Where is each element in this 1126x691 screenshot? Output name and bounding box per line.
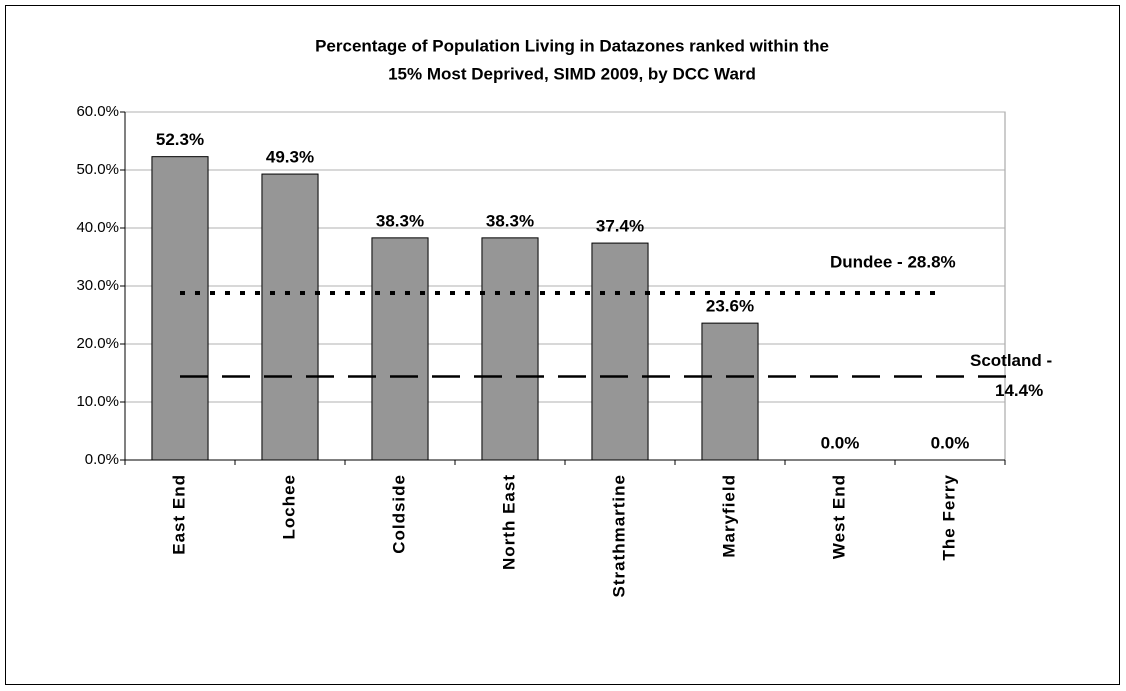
value-label: 49.3% [266, 148, 314, 167]
x-tick-label: North East [499, 474, 518, 570]
y-tick-label: 50.0% [76, 161, 119, 178]
value-label: 52.3% [156, 130, 204, 149]
bar [481, 237, 539, 461]
value-label: 37.4% [596, 217, 644, 236]
reference-label: Dundee - 28.8% [830, 252, 956, 271]
bar [261, 173, 319, 461]
value-label: 0.0% [931, 433, 970, 452]
y-tick-label: 40.0% [76, 219, 119, 236]
y-tick-label: 30.0% [76, 277, 119, 294]
y-tick-label: 10.0% [76, 393, 119, 410]
value-label: 0.0% [821, 433, 860, 452]
chart-title: 15% Most Deprived, SIMD 2009, by DCC War… [388, 64, 756, 83]
x-tick-label: Coldside [389, 474, 408, 554]
value-label: 38.3% [376, 211, 424, 230]
y-tick-label: 20.0% [76, 335, 119, 352]
bar [591, 242, 649, 461]
reference-label: 14.4% [995, 381, 1043, 400]
value-label: 38.3% [486, 211, 534, 230]
x-tick-label: Maryfield [719, 474, 738, 558]
chart-title: Percentage of Population Living in Dataz… [315, 36, 829, 55]
x-tick-label: West End [829, 474, 848, 559]
reference-label: Scotland - [970, 351, 1052, 370]
bar [151, 156, 209, 461]
bar [371, 237, 429, 461]
y-tick-label: 0.0% [85, 451, 119, 468]
x-tick-label: Strathmartine [609, 474, 628, 598]
x-tick-label: East End [169, 474, 188, 555]
x-tick-label: Lochee [279, 474, 298, 540]
value-label: 23.6% [706, 297, 754, 316]
bar [701, 322, 759, 461]
y-tick-label: 60.0% [76, 103, 119, 120]
x-tick-label: The Ferry [939, 474, 958, 560]
